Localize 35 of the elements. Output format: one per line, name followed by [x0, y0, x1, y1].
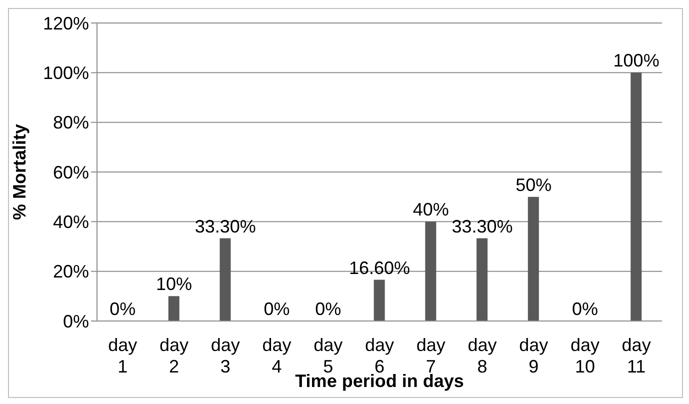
data-label: 10%	[156, 274, 192, 294]
data-label: 0%	[110, 299, 136, 319]
bar	[476, 238, 488, 321]
data-label: 50%	[516, 174, 552, 195]
bar	[168, 296, 180, 321]
x-tick-label: day 3	[210, 335, 240, 377]
data-label: 100%	[613, 50, 660, 71]
data-label: 33.30%	[194, 216, 256, 236]
y-axis-title: % Mortality	[9, 124, 30, 220]
y-tick-label: 100%	[42, 63, 89, 84]
y-tick-label: 80%	[52, 112, 89, 133]
bar	[374, 280, 385, 321]
y-tick-label: 60%	[52, 162, 89, 182]
x-tick-label: day 9	[519, 335, 548, 377]
bar	[425, 222, 436, 321]
x-tick-label: day 1	[108, 335, 138, 377]
y-tick-label: 0%	[62, 311, 89, 332]
x-tick-label: day 11	[622, 335, 651, 377]
x-tick-label: day 4	[262, 335, 292, 377]
y-tick-label: 40%	[52, 212, 89, 232]
data-label: 0%	[572, 299, 598, 319]
bar	[220, 238, 231, 321]
x-tick-label: day 10	[570, 335, 600, 377]
data-label: 0%	[264, 299, 290, 319]
x-tick-label: day 8	[468, 335, 497, 377]
y-tick-label: 20%	[52, 262, 89, 282]
x-tick-label: day 5	[314, 335, 343, 377]
x-tick-label: day 2	[160, 335, 189, 377]
data-label: 40%	[412, 200, 449, 220]
data-label: 16.60%	[348, 258, 410, 278]
bar	[528, 196, 539, 321]
bar	[630, 72, 642, 321]
data-label: 33.30%	[452, 216, 513, 236]
y-tick-label: 120%	[42, 13, 89, 34]
data-label: 0%	[315, 299, 342, 319]
